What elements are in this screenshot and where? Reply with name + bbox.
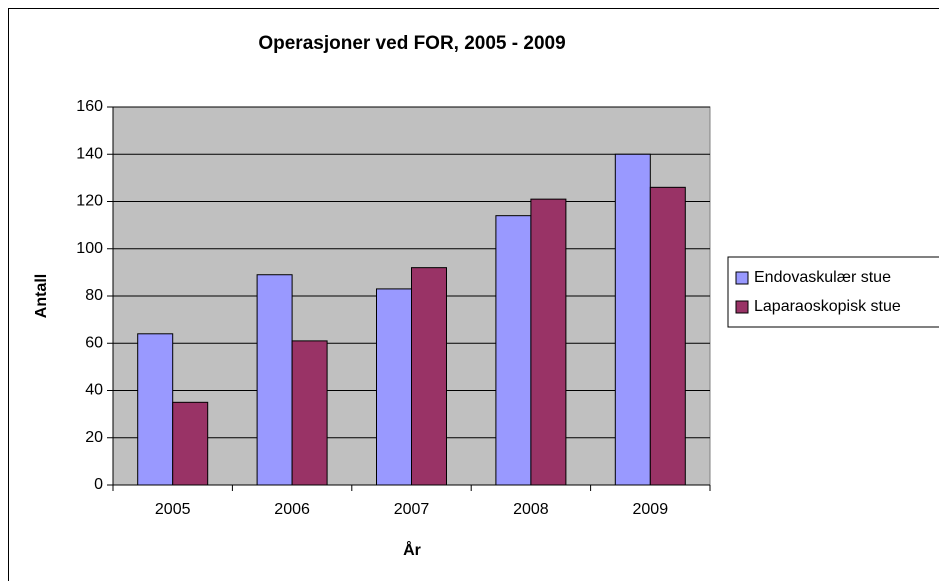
- y-tick-label: 60: [85, 334, 103, 351]
- bar: [256, 274, 293, 486]
- legend-label: Endovaskulær stue: [754, 269, 891, 286]
- bar: [530, 198, 567, 486]
- x-tick-label: 2007: [394, 501, 430, 518]
- y-tick-label: 0: [94, 476, 103, 493]
- chart-title: Operasjoner ved FOR, 2005 - 2009: [258, 33, 565, 54]
- x-tick-label: 2009: [633, 501, 669, 518]
- y-tick-label: 80: [85, 287, 103, 304]
- bar: [649, 186, 686, 486]
- y-tick-label: 20: [85, 429, 103, 446]
- y-tick-label: 160: [76, 98, 103, 115]
- legend-swatch: [735, 271, 749, 285]
- bar: [411, 267, 447, 486]
- legend: [727, 256, 939, 328]
- bar: [172, 401, 209, 486]
- x-tick-label: 2008: [513, 501, 549, 518]
- y-tick-label: 40: [85, 382, 103, 399]
- x-axis-label: År: [403, 540, 421, 559]
- bar: [137, 333, 174, 486]
- y-axis-label: Antall: [33, 274, 50, 318]
- legend-swatch: [735, 300, 749, 314]
- y-tick-label: 100: [76, 240, 103, 257]
- y-tick-label: 120: [76, 193, 103, 210]
- bar: [614, 153, 651, 486]
- bar: [495, 215, 532, 486]
- legend-label: Laparaoskopisk stue: [754, 298, 901, 315]
- bar: [291, 340, 328, 486]
- y-tick-label: 140: [76, 145, 103, 162]
- x-tick-label: 2006: [274, 501, 310, 518]
- x-tick-label: 2005: [155, 501, 191, 518]
- bar: [376, 288, 412, 486]
